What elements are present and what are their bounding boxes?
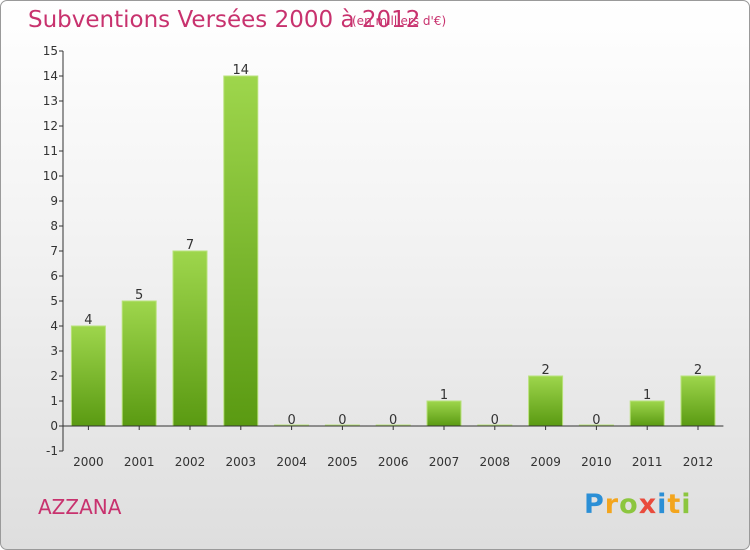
x-tick-label: 2008 (480, 455, 511, 469)
commune-name: AZZANA (38, 495, 122, 519)
x-tick-label: 2005 (327, 455, 358, 469)
y-tick-label: 9 (50, 194, 58, 208)
x-tick-label: 2009 (530, 455, 561, 469)
y-tick-label: 12 (43, 119, 58, 133)
x-tick-label: 2006 (378, 455, 409, 469)
data-label: 0 (491, 413, 499, 428)
y-tick-label: 4 (50, 319, 58, 333)
y-tick-label: 3 (50, 344, 58, 358)
bar-2001 (121, 300, 157, 427)
x-tick-label: 2001 (124, 455, 155, 469)
data-label: 5 (135, 288, 143, 303)
x-tick-label: 2011 (632, 455, 663, 469)
data-label: 4 (84, 313, 92, 328)
data-label: 2 (694, 363, 702, 378)
bar-2003 (223, 75, 259, 427)
y-tick-label: 1 (50, 394, 58, 408)
data-label: 0 (389, 413, 397, 428)
x-tick-label: 2010 (581, 455, 612, 469)
x-tick-label: 2004 (276, 455, 307, 469)
x-tick-label: 2000 (73, 455, 104, 469)
y-tick-label: 6 (50, 269, 58, 283)
y-tick-label: 5 (50, 294, 58, 308)
axis-layer: -101234567891011121314152000420015200272… (43, 44, 724, 469)
y-tick-label: 15 (43, 44, 58, 58)
y-tick-label: 13 (43, 94, 58, 108)
data-label: 1 (440, 388, 448, 403)
bar-2002 (172, 250, 208, 427)
bar-2011 (629, 400, 665, 427)
bar-2012 (680, 375, 716, 427)
data-label: 0 (338, 413, 346, 428)
bar-2000 (70, 325, 106, 427)
bar-2009 (528, 375, 564, 427)
y-tick-label: 0 (50, 419, 58, 433)
y-tick-label: 2 (50, 369, 58, 383)
x-tick-label: 2007 (429, 455, 460, 469)
chart-title: Subventions Versées 2000 à 2012 (28, 7, 421, 33)
x-tick-label: 2003 (226, 455, 257, 469)
data-label: 2 (541, 363, 549, 378)
y-tick-label: 11 (43, 144, 58, 158)
data-label: 7 (186, 238, 194, 253)
chart-unit: (en milliers d'€) (352, 14, 447, 28)
data-label: 14 (233, 63, 250, 78)
y-tick-label: 10 (43, 169, 58, 183)
data-label: 0 (592, 413, 600, 428)
data-label: 1 (643, 388, 651, 403)
proxiti-logo[interactable]: Proxiti (584, 489, 692, 520)
bar-2007 (426, 400, 462, 427)
y-tick-label: 7 (50, 244, 58, 258)
y-tick-label: -1 (46, 444, 58, 458)
x-tick-label: 2002 (175, 455, 206, 469)
y-tick-label: 8 (50, 219, 58, 233)
x-tick-label: 2012 (683, 455, 714, 469)
bars-layer (70, 75, 716, 427)
y-tick-label: 14 (43, 69, 58, 83)
data-label: 0 (287, 413, 295, 428)
